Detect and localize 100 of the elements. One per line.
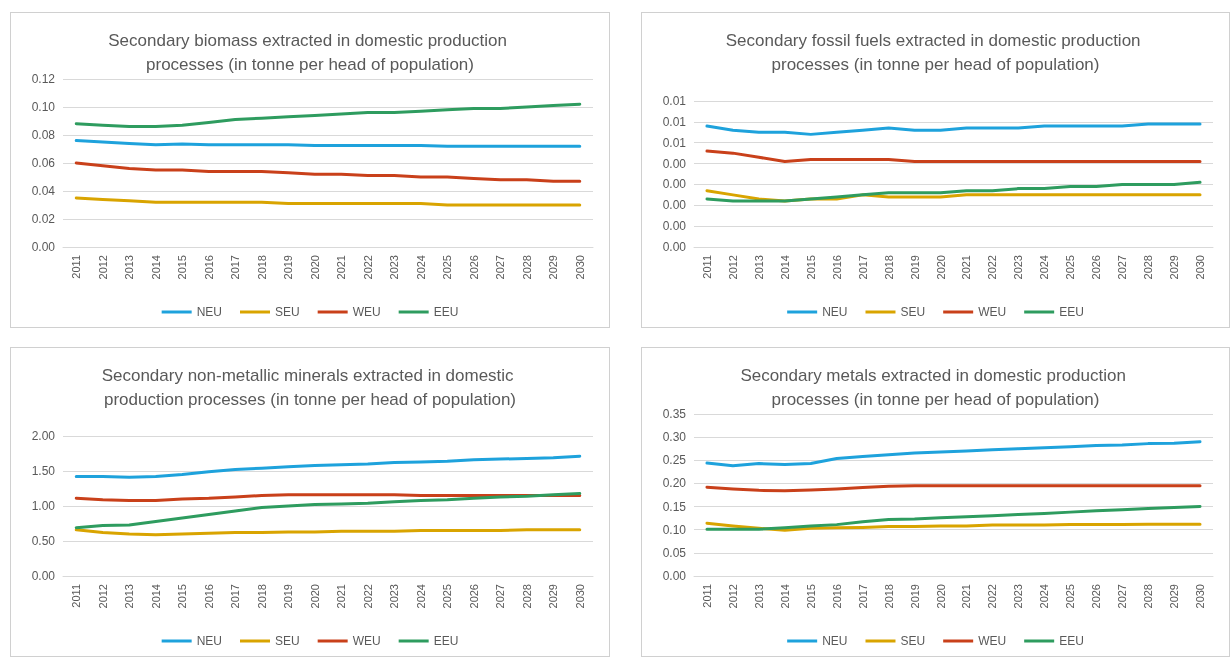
y-tick-label: 2.00 [31,429,56,443]
x-tick-label: 2025 [1064,255,1077,280]
y-tick-label: 0.35 [662,407,687,421]
y-tick-label: 0.01 [662,114,687,129]
line-series [705,521,1202,532]
x-tick-label: 2013 [123,255,136,280]
x-tick-label: 2025 [441,584,454,609]
x-tick-label: 2024 [414,584,427,609]
x-tick-label: 2011 [700,584,713,608]
chart-title: Secondary metals extracted in domestic production processes (in tonne per head of population) [740,365,1131,409]
legend-label: NEU [196,305,222,319]
x-tick-label: 2019 [282,584,295,609]
x-tick-label: 2012 [96,584,109,609]
x-tick-label: 2020 [934,255,947,280]
y-tick-label: 0.00 [662,198,687,213]
legend-label: EEU [1059,305,1084,319]
line-series [74,161,582,183]
legend-label: EEU [433,305,459,319]
x-tick-label: 2023 [388,255,401,280]
x-tick-label: 2017 [856,255,869,280]
x-tick-label: 2026 [1090,255,1103,280]
y-tick-label: 1.50 [31,464,56,478]
legend-label: WEU [978,305,1007,319]
legend-label: SEU [275,305,300,319]
x-tick-label: 2024 [1038,584,1051,609]
x-tick-label: 2022 [986,584,999,609]
x-tick-label: 2024 [1038,255,1051,280]
x-tick-label: 2013 [752,255,765,280]
y-tick-label: 0.20 [662,476,687,491]
x-tick-label: 2028 [520,255,533,280]
x-tick-label: 2022 [361,255,374,280]
x-tick-label: 2025 [441,255,454,280]
x-tick-label: 2020 [934,584,947,609]
y-tick-label: 0.12 [31,72,56,86]
y-tick-label: 0.06 [31,156,56,170]
legend-label: SEU [275,634,300,648]
line-series [705,149,1202,163]
x-tick-label: 2015 [804,584,817,609]
y-tick-label: 0.15 [662,499,687,514]
x-tick-label: 2012 [726,584,739,609]
x-tick-label: 2017 [856,584,869,609]
x-tick-label: 2030 [573,584,586,609]
x-tick-label: 2030 [1194,584,1207,609]
x-tick-label: 2023 [388,584,401,609]
x-tick-label: 2016 [202,584,215,609]
x-tick-label: 2018 [255,584,268,609]
chart-title: Secondary non-metallic minerals extracted in domestic production processes (in tonne per head of population) [101,365,519,409]
line-series [74,454,582,479]
y-tick-label: 0.00 [662,219,687,234]
x-tick-label: 2021 [335,584,348,609]
legend-label: WEU [352,634,381,648]
x-tick-label: 2022 [361,584,374,609]
y-tick-label: 0.05 [662,545,687,560]
line-series [705,505,1202,531]
x-tick-label: 2023 [1012,255,1025,280]
chart-title: Secondary biomass extracted in domestic production processes (in tonne per head of population) [108,30,512,74]
y-tick-label: 0.50 [31,534,56,548]
x-tick-label: 2015 [176,584,189,609]
y-tick-label: 0.08 [31,128,56,142]
chart-title: Secondary fossil fuels extracted in domestic production processes (in tonne per head of population) [725,30,1146,74]
x-tick-label: 2011 [700,255,713,279]
legend-label: SEU [900,305,926,319]
x-tick-label: 2020 [308,255,321,280]
x-tick-label: 2016 [830,255,843,280]
x-tick-label: 2021 [960,255,973,280]
legend-label: WEU [352,305,381,319]
legend-label: NEU [196,634,222,648]
x-tick-label: 2019 [908,584,921,609]
x-tick-label: 2015 [176,255,189,280]
x-tick-label: 2015 [804,255,817,280]
y-tick-label: 0.10 [662,522,687,537]
x-tick-label: 2026 [1090,584,1103,609]
x-tick-label: 2018 [882,584,895,609]
x-tick-label: 2027 [1116,584,1129,609]
y-tick-label: 0.00 [662,240,687,254]
x-tick-label: 2027 [494,255,507,280]
line-series [74,196,582,207]
x-tick-label: 2011 [70,255,83,279]
x-tick-label: 2014 [149,584,162,609]
x-tick-label: 2014 [778,584,791,609]
x-tick-label: 2028 [520,584,533,609]
x-tick-label: 2029 [547,255,560,280]
legend-label: SEU [900,634,926,648]
x-tick-label: 2017 [229,255,242,280]
y-tick-label: 0.01 [662,94,687,108]
y-tick-label: 0.00 [662,156,687,171]
x-tick-label: 2029 [547,584,560,609]
x-tick-label: 2017 [229,584,242,609]
x-tick-label: 2028 [1142,584,1155,609]
x-tick-label: 2026 [467,584,480,609]
y-tick-label: 0.00 [662,569,687,583]
x-tick-label: 2021 [335,255,348,280]
x-tick-label: 2023 [1012,584,1025,609]
x-tick-label: 2021 [960,584,973,609]
y-tick-label: 0.00 [31,569,56,583]
y-tick-label: 0.00 [31,240,56,254]
x-tick-label: 2011 [70,584,83,608]
y-tick-label: 0.00 [662,177,687,192]
x-tick-label: 2020 [308,584,321,609]
legend-label: NEU [822,305,848,319]
